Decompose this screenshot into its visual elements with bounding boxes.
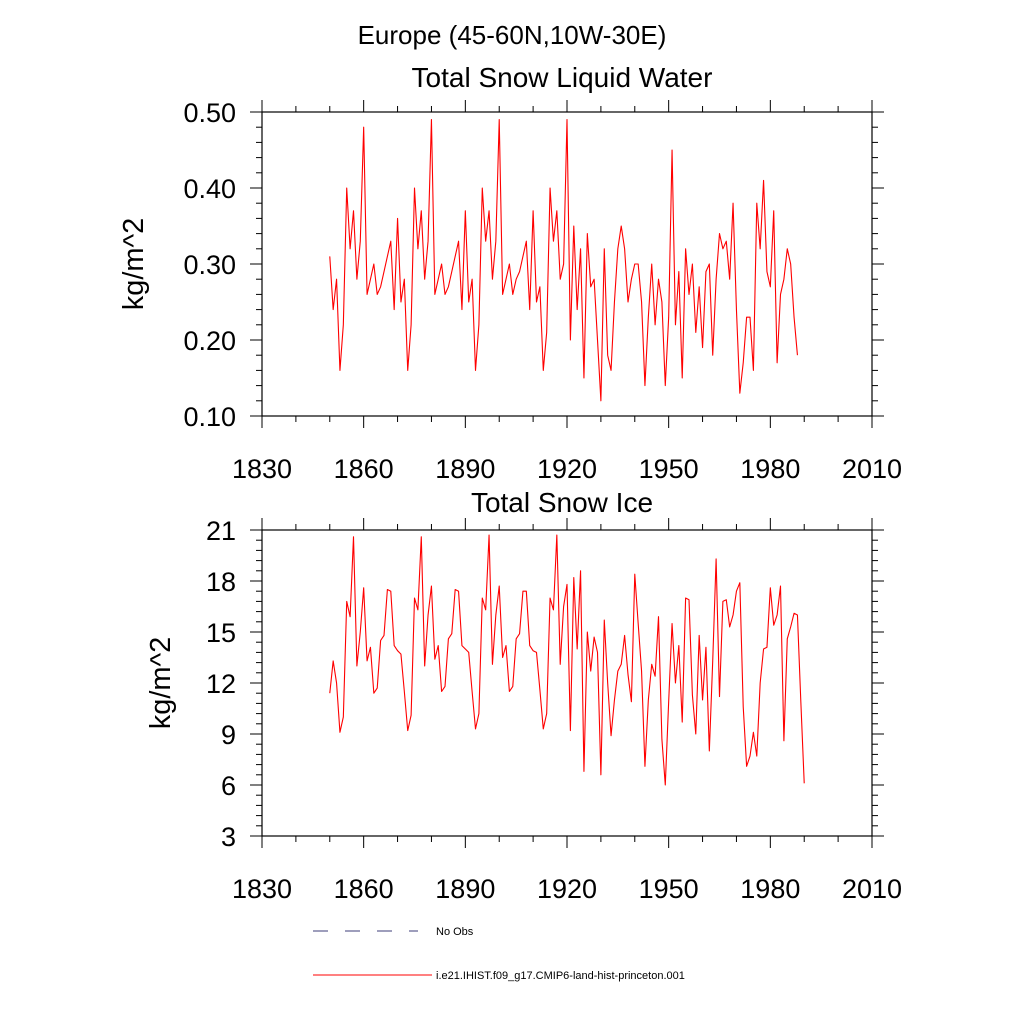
y-tick-label: 6 (221, 771, 236, 801)
figure-suptitle: Europe (45-60N,10W-30E) (358, 20, 667, 50)
chart-panel-snow-liquid-water: Total Snow Liquid Water kg/m^2 1830 1860 189… (118, 62, 902, 484)
plot-frame (261, 529, 873, 837)
chart-panel-snow-ice: Total Snow Ice kg/m^2 1830 1860 1890 1920 1950… (145, 487, 902, 904)
y-tick-label: 3 (221, 822, 236, 852)
y-axis-label: kg/m^2 (118, 218, 150, 311)
legend-label-model-run: i.e21.IHIST.f09_g17.CMIP6-land-hist-prin… (436, 970, 685, 982)
x-tick-label: 1980 (740, 874, 800, 904)
x-tick-label: 1920 (537, 874, 597, 904)
y-tick-label: 0.10 (183, 402, 236, 432)
x-tick-label: 1890 (435, 454, 495, 484)
x-tick-label: 1860 (334, 874, 394, 904)
x-tick-label: 2010 (842, 874, 902, 904)
x-tick-label: 1950 (639, 874, 699, 904)
x-tick-label: 1860 (334, 454, 394, 484)
x-tick-label: 2010 (842, 454, 902, 484)
panel-title: Total Snow Liquid Water (412, 62, 713, 93)
series-line (329, 534, 805, 786)
y-tick-label: 21 (206, 516, 236, 546)
x-tick-label: 1830 (232, 874, 292, 904)
plot-frame (261, 111, 873, 417)
y-tick-label: 0.20 (183, 326, 236, 356)
y-tick-label: 0.40 (183, 174, 236, 204)
y-tick-label: 0.30 (183, 250, 236, 280)
y-tick-label: 15 (206, 618, 236, 648)
series-line (329, 119, 798, 402)
y-tick-label: 9 (221, 720, 236, 750)
x-tick-label: 1980 (740, 454, 800, 484)
y-tick-label: 0.50 (183, 98, 236, 128)
y-tick-label: 18 (206, 567, 236, 597)
x-tick-label: 1920 (537, 454, 597, 484)
x-tick-label: 1830 (232, 454, 292, 484)
legend-label-no-obs: No Obs (436, 926, 474, 938)
panel-title: Total Snow Ice (471, 487, 653, 518)
y-tick-label: 12 (206, 669, 236, 699)
y-axis-label: kg/m^2 (145, 637, 177, 730)
x-tick-label: 1890 (435, 874, 495, 904)
legend: No Obs i.e21.IHIST.f09_g17.CMIP6-land-hi… (313, 926, 685, 982)
x-tick-label: 1950 (639, 454, 699, 484)
